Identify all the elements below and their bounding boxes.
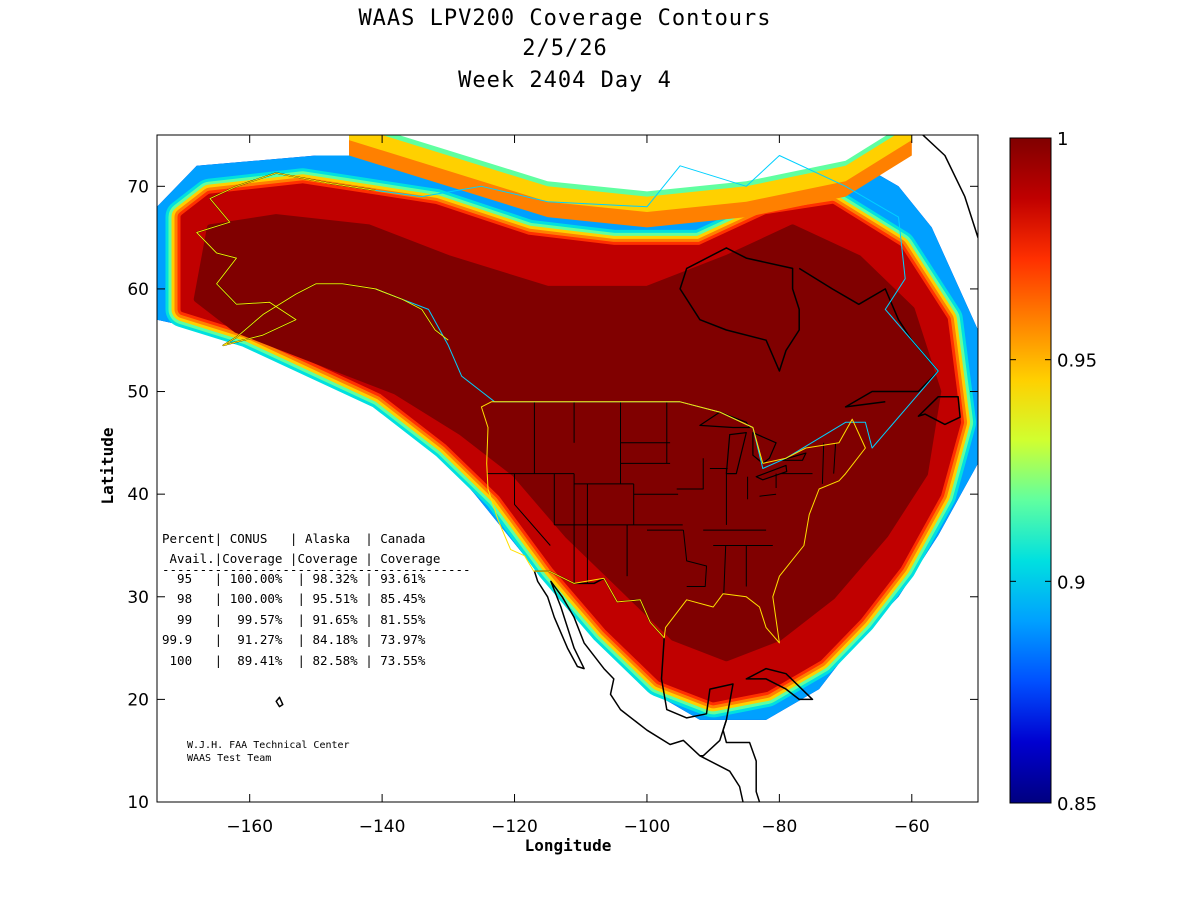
state-boundary xyxy=(682,530,707,587)
table-row: 99 | 99.57% | 91.65% | 81.55% xyxy=(162,612,426,627)
no-coverage-area xyxy=(398,135,887,192)
coverage-full-region xyxy=(193,214,942,662)
y-tick-label: 50 xyxy=(127,383,149,403)
table-row: 99.9 | 91.27% | 84.18% | 73.97% xyxy=(162,632,426,647)
table-header-1: Percent| CONUS | Alaska | Canada xyxy=(162,531,425,546)
coverage-table: Percent| CONUS | Alaska | Canada Avail.|… xyxy=(162,531,471,668)
conus-boundary xyxy=(480,401,866,644)
y-tick-label: 40 xyxy=(127,485,149,505)
state-boundary xyxy=(759,493,777,497)
state-boundary xyxy=(514,473,551,546)
state-boundary xyxy=(821,442,825,484)
credit-line-1: W.J.H. FAA Technical Center xyxy=(187,740,350,751)
state-boundary xyxy=(723,545,727,594)
canada-boundary xyxy=(375,155,939,469)
colorbar-tick-label: 1 xyxy=(1057,129,1068,150)
credit-line-2: WAAS Test Team xyxy=(187,753,271,764)
state-boundary xyxy=(676,458,704,490)
great-lake xyxy=(752,432,777,464)
y-axis: 10 20 30 40 50 60 70 xyxy=(127,177,978,813)
y-tick-label: 30 xyxy=(127,588,149,608)
table-rule: ----------------------------------------… xyxy=(162,562,471,577)
great-lake xyxy=(725,432,747,475)
table-row: 98 | 100.00% | 95.51% | 85.45% xyxy=(162,591,426,606)
y-tick-label: 20 xyxy=(127,690,149,710)
cuba-coastline xyxy=(745,667,814,701)
greenland-coastline xyxy=(921,135,978,239)
y-axis-label: Latitude xyxy=(98,427,117,504)
x-tick-label: −160 xyxy=(226,817,273,837)
alaska-boundary xyxy=(196,172,449,346)
state-boundary xyxy=(833,442,837,474)
map-title: WAAS LPV200 Coverage Contours xyxy=(358,6,772,31)
map-date: 2/5/26 xyxy=(522,36,608,61)
coverage-contours xyxy=(157,135,978,720)
x-axis-label: Longitude xyxy=(525,836,612,855)
table-row: 100 | 89.41% | 82.58% | 73.55% xyxy=(162,653,426,668)
colorbar xyxy=(1009,137,1052,804)
table-header-2: Avail.|Coverage |Coverage | Coverage xyxy=(162,551,440,566)
x-tick-label: −60 xyxy=(894,817,930,837)
colorbar-tick-label: 0.9 xyxy=(1057,572,1086,593)
x-tick-label: −140 xyxy=(359,817,406,837)
great-lake xyxy=(780,452,807,461)
map-week-day: Week 2404 Day 4 xyxy=(458,68,672,93)
hawaii-island xyxy=(275,696,284,708)
colorbar-scale xyxy=(1009,137,1052,804)
great-lake xyxy=(755,464,788,481)
table-row: 95 | 100.00% | 98.32% | 93.61% xyxy=(162,571,426,586)
plot-frame xyxy=(156,134,979,803)
central-america-coastline xyxy=(699,719,761,802)
y-tick-label: 10 xyxy=(127,793,149,813)
map-outlines xyxy=(195,135,978,802)
x-tick-label: −100 xyxy=(624,817,671,837)
x-axis: −160 −140 −120 −100 −80 −60 xyxy=(226,135,930,837)
x-tick-label: −120 xyxy=(491,817,538,837)
y-tick-label: 70 xyxy=(127,177,149,197)
y-tick-label: 60 xyxy=(127,280,149,300)
colorbar-ticks: 1 0.95 0.9 0.85 xyxy=(1010,129,1097,815)
hudson-bay-coastline xyxy=(679,247,800,372)
colorbar-tick-label: 0.85 xyxy=(1057,794,1097,815)
colorbar-tick-label: 0.95 xyxy=(1057,351,1097,372)
x-tick-label: −80 xyxy=(761,817,797,837)
newfoundland-coastline xyxy=(917,395,961,426)
